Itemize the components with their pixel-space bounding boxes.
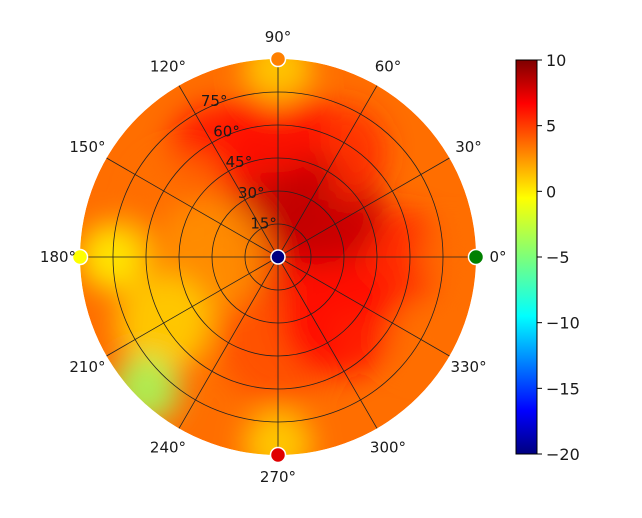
radial-tick-label: 75° xyxy=(201,92,228,110)
tick-labels: 0° 30° 60° 90° 120° 150° 180° 210° 240° 270° 300° 3… xyxy=(40,28,507,486)
angle-tick-label: 330° xyxy=(450,358,486,376)
heatmap-sample xyxy=(111,355,180,424)
marker xyxy=(269,446,287,464)
angle-tick-label: 60° xyxy=(375,57,402,75)
radial-tick-label: 60° xyxy=(213,123,240,141)
colorbar-tick-label: −10 xyxy=(546,314,580,333)
angle-tick-label: 120° xyxy=(150,57,186,75)
colorbar-tick-label: 5 xyxy=(546,117,556,136)
angle-tick-label: 270° xyxy=(260,468,296,486)
angular-gridline xyxy=(106,256,279,357)
colorbar-tick-label: −15 xyxy=(546,379,580,398)
angle-tick-label: 90° xyxy=(265,28,292,46)
angular-gridline xyxy=(277,256,450,357)
angle-tick-label: 150° xyxy=(69,138,105,156)
marker xyxy=(269,50,287,68)
colorbar-tick-label: 0 xyxy=(546,182,556,201)
radial-tick-label: 30° xyxy=(238,184,265,202)
polar-grid xyxy=(80,59,476,455)
angle-tick-label: 210° xyxy=(69,358,105,376)
angle-tick-label: 300° xyxy=(370,439,406,457)
angle-tick-label: 30° xyxy=(455,138,482,156)
angle-tick-label: 240° xyxy=(150,439,186,457)
angular-gridline xyxy=(178,85,279,258)
colorbar-tick-label: 10 xyxy=(546,51,566,70)
marker-group xyxy=(71,50,485,464)
angular-gridline xyxy=(277,85,378,258)
colorbar: 10 5 0 −5 −10 −15 −20 xyxy=(515,51,580,464)
radial-tick-label: 45° xyxy=(226,153,253,171)
angular-gridline xyxy=(277,256,378,429)
colorbar-gradient xyxy=(515,59,538,455)
angular-gridline xyxy=(106,157,279,258)
angle-tick-label: 180° xyxy=(40,248,76,266)
marker xyxy=(270,249,286,265)
angular-gridline xyxy=(178,256,279,429)
marker xyxy=(71,248,89,266)
radial-tick-label: 15° xyxy=(250,214,277,232)
heatmap-sample xyxy=(282,261,399,378)
angle-tick-label: 0° xyxy=(489,248,506,266)
marker xyxy=(467,248,485,266)
colorbar-tick-label: −20 xyxy=(546,445,580,464)
colorbar-tick-label: −5 xyxy=(546,248,570,267)
angular-gridline xyxy=(277,157,450,258)
